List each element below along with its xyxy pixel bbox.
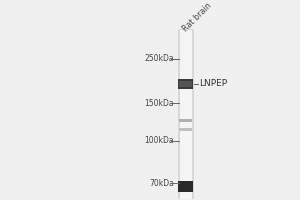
Bar xyxy=(179,128,192,131)
Text: LNPEP: LNPEP xyxy=(199,79,227,88)
Text: 70kDa: 70kDa xyxy=(149,179,174,188)
Text: Rat brain: Rat brain xyxy=(181,1,213,33)
Bar xyxy=(178,181,193,192)
Text: 100kDa: 100kDa xyxy=(144,136,174,145)
Bar xyxy=(192,29,193,199)
Text: 250kDa: 250kDa xyxy=(144,54,174,63)
Bar xyxy=(179,81,192,87)
Bar xyxy=(178,29,180,199)
Text: 150kDa: 150kDa xyxy=(144,99,174,108)
Bar xyxy=(178,79,193,89)
Bar xyxy=(179,119,192,122)
Bar xyxy=(178,29,193,199)
